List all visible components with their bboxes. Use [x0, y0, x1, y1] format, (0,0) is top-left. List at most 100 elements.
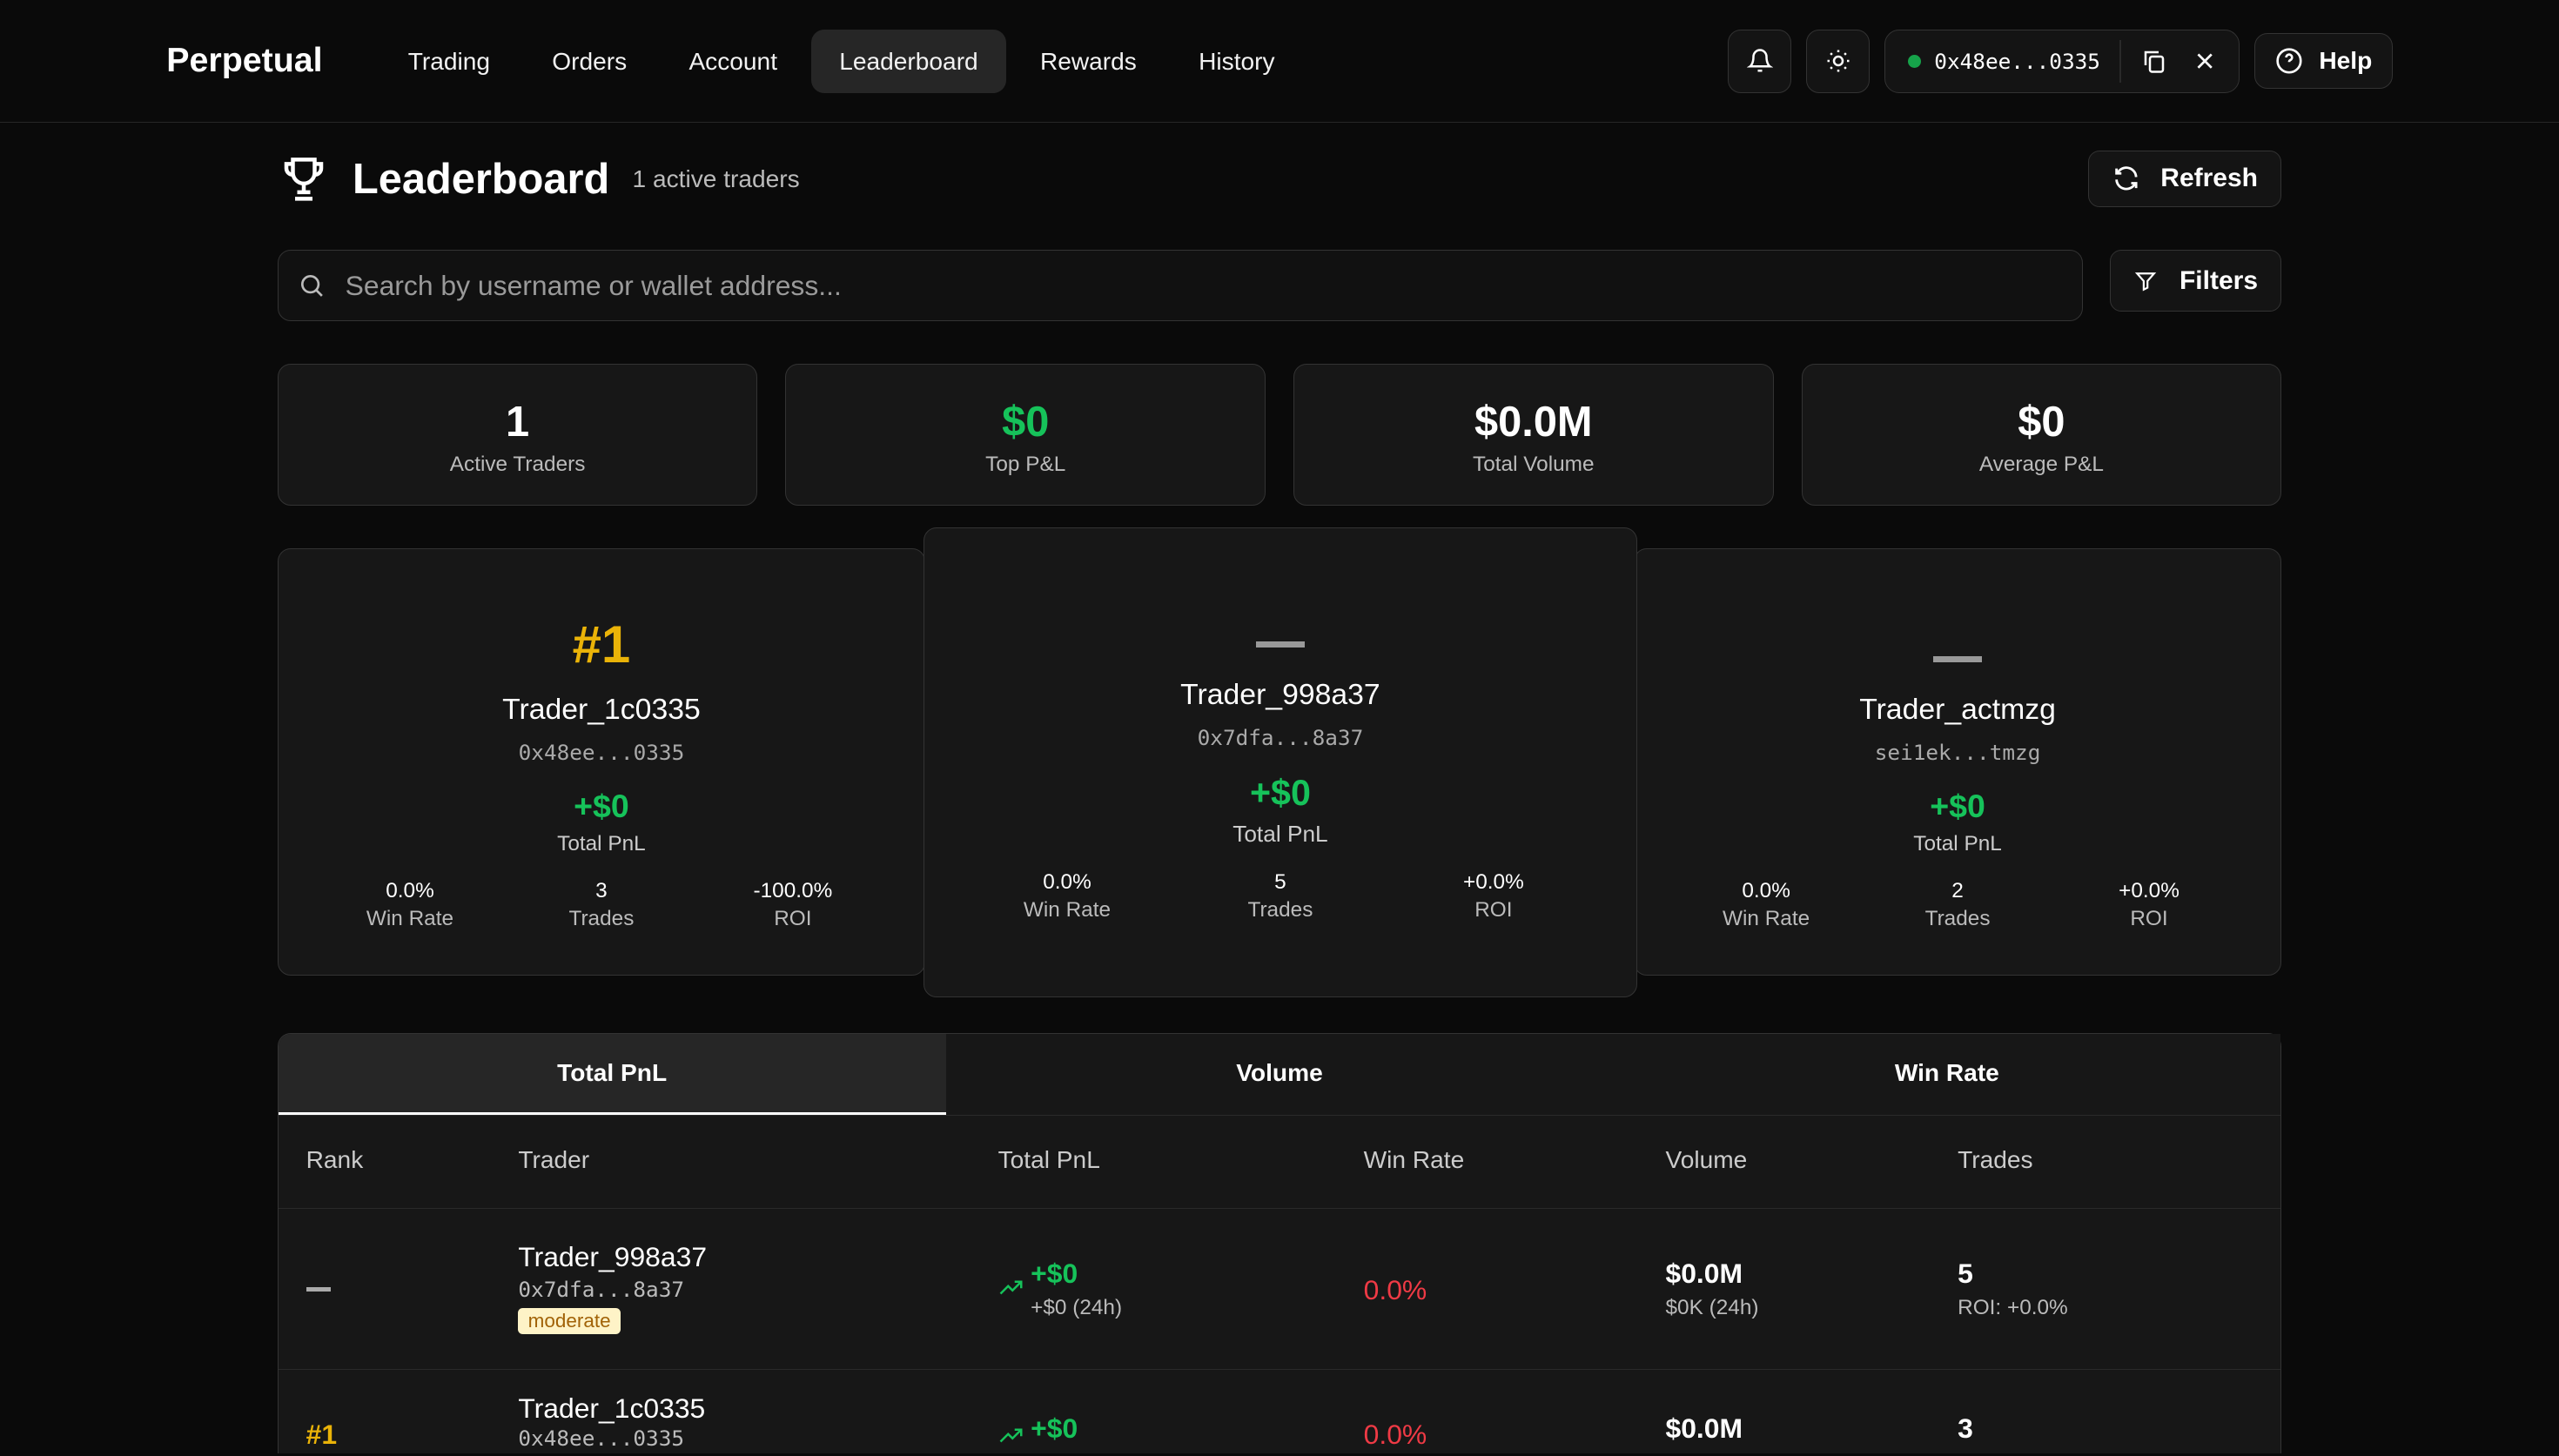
sun-icon [1827, 50, 1850, 72]
stat-label: Total Volume [1473, 453, 1595, 477]
stat-average-pnl: $0 Average P&L [1801, 364, 2282, 507]
copy-icon[interactable] [2141, 48, 2167, 74]
col-rank[interactable]: Rank [306, 1146, 364, 1174]
table-header: Rank Trader Total PnL Win Rate Volume Tr… [278, 1116, 2281, 1209]
trader-address: 0x7dfa...8a37 [1197, 725, 1364, 751]
total-pnl: +$0 [1930, 788, 1985, 825]
stats-row: 1 Active Traders $0 Top P&L $0.0M Total Vol… [277, 364, 2282, 507]
refresh-icon [2115, 166, 2138, 191]
stat-value: $0.0M [1474, 398, 1593, 446]
trader-address: sei1ek...tmzg [1874, 740, 2041, 765]
connected-indicator [1908, 54, 1922, 68]
win-rate: 0.0% Win Rate [1023, 870, 1112, 922]
win-rate: 0.0% [1363, 1419, 1427, 1451]
trades: 5 Trades [1247, 870, 1313, 922]
risk-badge: moderate [518, 1308, 621, 1334]
win-rate: 0.0% Win Rate [1723, 879, 1810, 930]
nav-account[interactable]: Account [688, 47, 778, 75]
trader-address: 0x48ee...0335 [518, 1425, 685, 1451]
nav-leaderboard[interactable]: Leaderboard [811, 29, 1006, 93]
pnl-label: Total PnL [1913, 831, 2002, 855]
trades: 5 [1958, 1257, 1973, 1289]
rank: #1 [306, 1419, 338, 1451]
search-input[interactable] [345, 269, 1815, 302]
trader-name: Trader_1c0335 [502, 693, 701, 726]
trending-up-icon [999, 1428, 1023, 1443]
roi: -100.0% ROI [753, 879, 833, 930]
trades: 3 Trades [568, 879, 635, 930]
wallet-chip: 0x48ee...0335 [1884, 29, 2240, 93]
page-title: Leaderboard [353, 156, 610, 204]
stat-label: Average P&L [1978, 453, 2104, 477]
total-pnl: +$0 [1249, 773, 1311, 814]
col-volume[interactable]: Volume [1665, 1146, 1748, 1174]
nav-trading[interactable]: Trading [407, 47, 491, 75]
help-label: Help [2319, 47, 2373, 75]
pnl-label: Total PnL [1232, 820, 1328, 847]
stat-label: Active Traders [449, 453, 586, 477]
podium-card-2[interactable]: Trader_998a37 0x7dfa...8a37 +$0 Total Pn… [924, 527, 1637, 997]
trades: 3 [1958, 1412, 1973, 1444]
search-icon [301, 275, 324, 298]
volume-24h: $0K (24h) [1665, 1296, 1759, 1320]
filters-button[interactable]: Filters [2110, 249, 2282, 312]
roi: +0.0% ROI [1463, 870, 1524, 922]
trader-name: Trader_actmzg [1859, 693, 2056, 726]
col-win-rate[interactable]: Win Rate [1363, 1146, 1465, 1174]
help-button[interactable]: Help [2254, 33, 2393, 90]
nav-history[interactable]: History [1199, 47, 1275, 75]
trader-name: Trader_998a37 [1180, 678, 1380, 712]
col-trades[interactable]: Trades [1958, 1146, 2033, 1174]
table-row[interactable]: #1 Trader_1c0335 0x48ee...0335 +$0 0.0% $… [279, 1370, 2281, 1453]
trophy-icon [284, 158, 323, 201]
total-pnl: +$0 [1031, 1257, 1078, 1289]
disconnect-icon[interactable] [2193, 50, 2216, 72]
filters-label: Filters [2179, 265, 2258, 295]
trades: 2 Trades [1924, 879, 1991, 930]
rank: #1 [572, 615, 631, 674]
total-pnl: +$0 [574, 788, 629, 825]
stat-label: Top P&L [985, 453, 1066, 477]
volume: $0.0M [1665, 1257, 1743, 1289]
refresh-label: Refresh [2160, 164, 2258, 193]
rank-dash [306, 1286, 331, 1292]
nav-rewards[interactable]: Rewards [1039, 47, 1137, 75]
roi: ROI: +0.0% [1958, 1296, 2068, 1320]
tab-win-rate[interactable]: Win Rate [1613, 1033, 2281, 1115]
podium-card-3[interactable]: Trader_actmzg sei1ek...tmzg +$0 Total Pn… [1633, 548, 2282, 976]
stat-active-traders: 1 Active Traders [277, 364, 758, 507]
logo[interactable]: Perpetual [166, 40, 323, 79]
trader-address: 0x7dfa...8a37 [518, 1276, 685, 1302]
trader-address: 0x48ee...0335 [518, 740, 685, 765]
theme-toggle-button[interactable] [1806, 29, 1871, 93]
col-total-pnl[interactable]: Total PnL [997, 1146, 1100, 1174]
stat-value: $0 [1002, 398, 1050, 446]
top-nav: Perpetual Trading Orders Account Leaderb… [0, 0, 2559, 123]
filter-icon [2134, 272, 2156, 292]
stat-value: 1 [506, 398, 530, 446]
trader-name: Trader_998a37 [518, 1241, 708, 1272]
stat-top-pnl: $0 Top P&L [785, 364, 1266, 507]
page-header: Leaderboard 1 active traders Refresh [278, 150, 2282, 210]
tab-volume[interactable]: Volume [945, 1033, 1614, 1115]
notifications-button[interactable] [1728, 29, 1792, 93]
rank-dash [1635, 614, 2280, 680]
trader-name: Trader_1c0335 [518, 1392, 706, 1425]
table-row[interactable]: Trader_998a37 0x7dfa...8a37 moderate +$0 +$… [278, 1209, 2281, 1371]
active-traders-count: 1 active traders [632, 165, 800, 193]
trending-up-icon [999, 1280, 1023, 1294]
bell-icon [1746, 49, 1773, 72]
stat-value: $0 [2018, 398, 2065, 446]
podium-card-1[interactable]: #1 Trader_1c0335 0x48ee...0335 +$0 Total… [277, 548, 926, 976]
col-trader[interactable]: Trader [518, 1146, 590, 1174]
nav-orders[interactable]: Orders [552, 47, 628, 75]
leaderboard-table: Total PnL Volume Win Rate Rank Trader To… [277, 1032, 2282, 1453]
refresh-button[interactable]: Refresh [2087, 150, 2282, 208]
pnl-label: Total PnL [557, 831, 646, 855]
tab-total-pnl[interactable]: Total PnL [278, 1033, 946, 1115]
volume: $0.0M [1665, 1412, 1743, 1444]
search-box [277, 249, 2083, 322]
total-pnl: +$0 [1031, 1412, 1078, 1444]
help-circle-icon [2276, 48, 2302, 74]
win-rate: 0.0% Win Rate [366, 879, 454, 930]
